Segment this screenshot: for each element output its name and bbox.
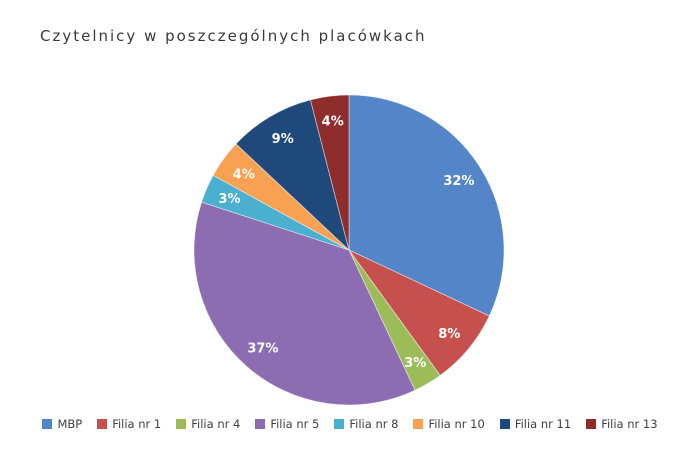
pie-slice-mbp	[348, 94, 505, 317]
slice-label: 37%	[247, 342, 278, 357]
legend-label: Filia nr 1	[112, 417, 162, 431]
legend-item-filia-nr-1: Filia nr 1	[97, 417, 161, 431]
chart-title: Czytelnicy w poszczególnych placówkach	[40, 27, 427, 45]
pie-slice-filia-nr-11	[235, 99, 350, 252]
pie-slice-filia-nr-5	[193, 201, 416, 406]
legend-swatch-icon	[413, 419, 424, 429]
legend-swatch-icon	[42, 419, 53, 429]
slice-label: 3%	[218, 192, 240, 207]
legend-label: Filia nr 13	[601, 417, 658, 431]
legend-label: MBP	[57, 417, 83, 431]
slice-label: 8%	[438, 327, 460, 342]
legend-item-filia-nr-5: Filia nr 5	[255, 417, 319, 431]
legend-item-filia-nr-4: Filia nr 4	[176, 417, 240, 431]
legend-item-filia-nr-10: Filia nr 10	[413, 417, 485, 431]
pie-slice-filia-nr-13	[309, 94, 350, 251]
legend-swatch-icon	[499, 419, 510, 429]
legend-label: Filia nr 4	[191, 417, 241, 431]
slice-label: 4%	[233, 167, 255, 182]
chart-legend: MBP Filia nr 1 Filia nr 4 Filia nr 5 Filia n…	[0, 417, 700, 431]
legend-label: Filia nr 5	[270, 417, 320, 431]
legend-swatch-icon	[334, 419, 345, 429]
legend-label: Filia nr 11	[514, 417, 572, 431]
legend-swatch-icon	[586, 419, 597, 429]
legend-swatch-icon	[255, 419, 266, 429]
legend-label: Filia nr 8	[349, 417, 399, 431]
slice-label: 3%	[404, 356, 426, 371]
legend-item-mbp: MBP	[42, 417, 82, 431]
legend-label: Filia nr 10	[428, 417, 485, 431]
legend-item-filia-nr-8: Filia nr 8	[334, 417, 398, 431]
legend-swatch-icon	[176, 419, 187, 429]
legend-item-filia-nr-11: Filia nr 11	[499, 417, 572, 431]
slice-label: 9%	[272, 132, 294, 147]
slice-label: 4%	[322, 115, 344, 130]
legend-swatch-icon	[97, 419, 108, 429]
slice-label: 32%	[443, 174, 474, 189]
legend-item-filia-nr-13: Filia nr 13	[586, 417, 658, 431]
